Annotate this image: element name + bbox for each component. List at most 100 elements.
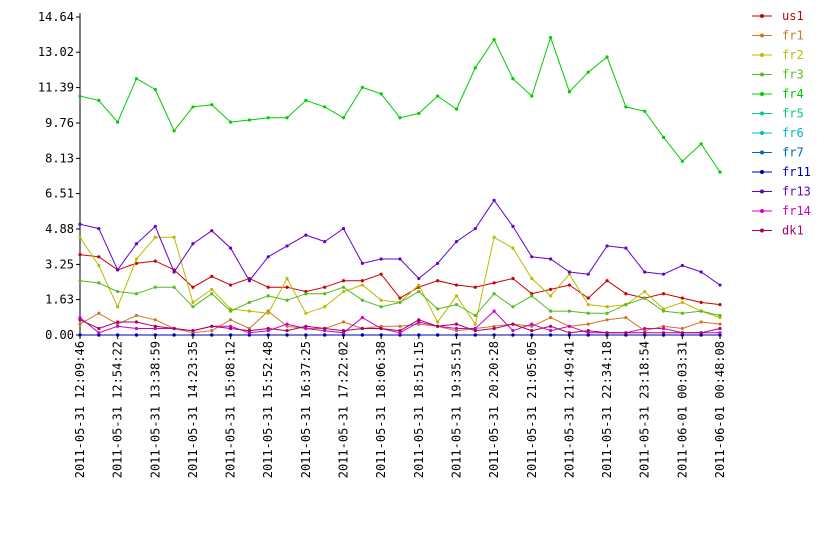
series-line bbox=[79, 236, 721, 326]
legend-label: dk1 bbox=[782, 224, 804, 238]
point bbox=[473, 329, 477, 333]
point bbox=[661, 309, 666, 313]
point bbox=[285, 285, 289, 289]
point bbox=[341, 320, 346, 324]
point bbox=[530, 329, 534, 333]
point bbox=[643, 326, 647, 331]
point bbox=[266, 116, 270, 120]
point bbox=[417, 111, 421, 116]
point bbox=[134, 77, 139, 81]
point bbox=[304, 98, 308, 103]
x-tick-label: 2011-05-31 15:08:12 bbox=[224, 341, 238, 478]
point bbox=[492, 281, 496, 285]
x-tick-label: 2011-05-31 20:20:28 bbox=[487, 341, 501, 478]
point bbox=[548, 309, 553, 313]
x-tick-label: 2011-05-31 21:05:05 bbox=[525, 341, 539, 478]
point bbox=[78, 94, 82, 98]
point bbox=[661, 135, 666, 139]
point bbox=[285, 322, 289, 326]
point bbox=[530, 294, 534, 298]
x-tick-label: 2011-06-01 00:48:08 bbox=[713, 341, 727, 478]
x-tick-label: 2011-05-31 12:54:22 bbox=[111, 341, 125, 478]
point bbox=[228, 326, 233, 331]
point bbox=[304, 311, 308, 315]
point bbox=[360, 279, 364, 283]
point bbox=[153, 318, 157, 322]
point bbox=[191, 285, 195, 289]
point bbox=[454, 322, 459, 326]
y-tick-label: 3.25 bbox=[45, 257, 74, 271]
point bbox=[97, 326, 101, 331]
point bbox=[511, 224, 515, 228]
point bbox=[134, 292, 139, 296]
point bbox=[360, 85, 364, 89]
point bbox=[718, 313, 722, 318]
point bbox=[454, 326, 459, 331]
point bbox=[97, 98, 101, 103]
point bbox=[266, 294, 270, 298]
y-tick-label: 14.64 bbox=[38, 10, 74, 24]
point bbox=[134, 320, 139, 324]
point bbox=[605, 244, 609, 248]
legend-label: fr14 bbox=[782, 204, 811, 218]
point bbox=[116, 268, 120, 272]
point bbox=[718, 302, 722, 307]
point bbox=[210, 229, 214, 233]
point bbox=[417, 276, 421, 281]
point bbox=[680, 331, 684, 335]
point bbox=[116, 324, 120, 328]
point bbox=[360, 316, 364, 320]
point bbox=[341, 329, 346, 333]
point bbox=[661, 331, 666, 335]
point bbox=[266, 333, 270, 337]
point bbox=[398, 257, 402, 261]
point bbox=[116, 289, 120, 294]
x-tick-label: 2011-05-31 15:52:48 bbox=[261, 341, 275, 478]
point bbox=[191, 333, 195, 337]
point bbox=[586, 272, 590, 276]
point bbox=[586, 302, 590, 307]
point bbox=[285, 298, 289, 302]
point bbox=[247, 329, 252, 333]
point bbox=[210, 333, 214, 337]
point bbox=[661, 292, 666, 296]
point bbox=[454, 239, 459, 244]
point bbox=[153, 333, 157, 337]
point bbox=[172, 129, 176, 133]
y-tick-label: 0.00 bbox=[45, 328, 74, 342]
point bbox=[153, 224, 157, 228]
x-tick-label: 2011-05-31 18:06:38 bbox=[374, 341, 388, 478]
y-tick-label: 1.63 bbox=[45, 293, 74, 307]
point bbox=[134, 333, 139, 337]
point bbox=[624, 316, 628, 320]
point bbox=[680, 296, 684, 300]
point bbox=[379, 326, 383, 331]
point bbox=[304, 292, 308, 296]
point bbox=[548, 329, 553, 333]
point bbox=[699, 320, 703, 324]
point bbox=[624, 331, 628, 335]
point bbox=[492, 37, 496, 42]
y-tick-label: 13.02 bbox=[38, 45, 74, 59]
point bbox=[417, 318, 421, 322]
point bbox=[454, 294, 459, 298]
point bbox=[586, 322, 590, 326]
point bbox=[341, 285, 346, 289]
point bbox=[228, 333, 233, 337]
point bbox=[228, 318, 233, 322]
point bbox=[285, 116, 289, 120]
point bbox=[586, 70, 590, 74]
point bbox=[699, 331, 703, 335]
x-tick-label: 2011-05-31 12:09:46 bbox=[73, 341, 87, 478]
point bbox=[379, 257, 383, 261]
point bbox=[97, 226, 101, 231]
point bbox=[492, 235, 496, 239]
x-tick-label: 2011-05-31 22:34:18 bbox=[600, 341, 614, 478]
point bbox=[718, 283, 722, 287]
point bbox=[530, 276, 534, 281]
point bbox=[454, 333, 459, 337]
legend-marker bbox=[760, 14, 764, 18]
point bbox=[78, 322, 82, 326]
point bbox=[624, 292, 628, 296]
point bbox=[530, 255, 534, 259]
